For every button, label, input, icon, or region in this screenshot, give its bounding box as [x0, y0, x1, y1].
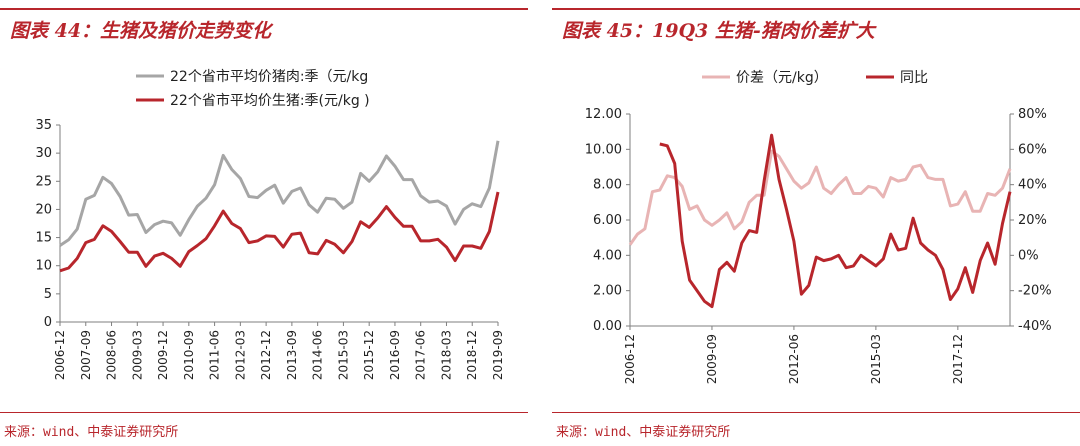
x-tick-label: 2007-09 — [79, 330, 93, 380]
chart-title: 图表 44：生猪及猪价走势变化 — [10, 20, 272, 42]
x-tick-label: 2017-06 — [414, 330, 428, 380]
x-tick-label: 2014-06 — [311, 330, 325, 380]
y-tick-label: 20 — [35, 202, 52, 217]
y-tick-label: 6.00 — [593, 213, 622, 228]
title-rule — [0, 8, 528, 10]
y-tick-label: 2.00 — [593, 284, 622, 299]
x-tick-label: 2016-09 — [388, 330, 402, 380]
y-tick-label: 5 — [44, 287, 52, 302]
dual-axis-chart-45: 0.00 2.00 4.00 6.00 8.00 10.00 12.00 -40% -20% 0%… — [585, 70, 1052, 384]
x-tick-label: 2019-09 — [491, 330, 505, 380]
y-tick-label: 25 — [35, 174, 52, 189]
x-tick-label: 2015-03 — [869, 334, 883, 384]
x-tick-label: 2015-12 — [362, 330, 376, 380]
source-note: 来源：wind、中泰证券研究所 — [4, 425, 179, 440]
y2-tick-label: 40% — [1018, 178, 1047, 193]
x-tick-label: 2013-09 — [285, 330, 299, 380]
x-tick-label: 2017-12 — [951, 334, 965, 384]
series-line-2 — [659, 133, 1012, 309]
x-tick-label: 2006-12 — [623, 334, 637, 384]
x-tick-label: 2009-12 — [156, 330, 170, 380]
y-tick-label: 35 — [35, 118, 52, 133]
legend-label-2: 同比 — [900, 70, 928, 86]
y-tick-label: 10.00 — [585, 142, 622, 157]
legend-label-1: 22个省市平均价猪肉:季（元/kg — [170, 68, 368, 85]
y2-tick-label: -20% — [1018, 284, 1052, 299]
x-tick-label: 2010-09 — [182, 330, 196, 380]
y-tick-label: 12.00 — [585, 107, 622, 122]
x-tick-label: 2009-09 — [705, 334, 719, 384]
series-line-1 — [628, 149, 1012, 246]
source-rule — [0, 412, 528, 413]
y-tick-label: 0.00 — [593, 319, 622, 334]
x-tick-label: 2012-12 — [259, 330, 273, 380]
y-tick-label: 0 — [44, 315, 52, 330]
chart-title: 图表 45：19Q3 生猪-猪肉价差扩大 — [562, 20, 875, 42]
legend-label-2: 22个省市平均价生猪:季(元/kg ) — [170, 92, 370, 109]
x-tick-label: 2015-03 — [336, 330, 350, 380]
y2-tick-label: -40% — [1018, 319, 1052, 334]
x-tick-label: 2012-06 — [787, 334, 801, 384]
y2-tick-label: 60% — [1018, 142, 1047, 157]
title-rule — [552, 8, 1080, 10]
source-note: 来源：wind、中泰证券研究所 — [556, 425, 731, 440]
source-rule — [552, 412, 1080, 413]
y-tick-label: 15 — [35, 231, 52, 246]
chart-panel-44: 图表 44：生猪及猪价走势变化 0 5 10 15 20 25 30 35 2006-12 200… — [0, 0, 528, 446]
series-line-1 — [59, 140, 500, 247]
x-tick-label: 2009-03 — [130, 330, 144, 380]
y2-tick-label: 20% — [1018, 213, 1047, 228]
legend-label-1: 价差（元/kg） — [736, 70, 828, 86]
chart-panel-45: 图表 45：19Q3 生猪-猪肉价差扩大 0.00 2.00 4.00 6.00 8.0… — [552, 0, 1080, 446]
x-tick-label: 2018-12 — [465, 330, 479, 380]
y2-tick-label: 80% — [1018, 107, 1047, 122]
line-chart-44: 0 5 10 15 20 25 30 35 2006-12 2007-09 2008-06 2009-… — [35, 68, 505, 380]
x-tick-label: 2006-12 — [53, 330, 67, 380]
x-tick-label: 2018-03 — [439, 330, 453, 380]
y-tick-label: 10 — [35, 259, 52, 274]
y-tick-label: 30 — [35, 146, 52, 161]
y2-tick-label: 0% — [1018, 248, 1039, 263]
y-tick-label: 4.00 — [593, 248, 622, 263]
x-tick-label: 2012-03 — [233, 330, 247, 380]
x-tick-label: 2011-06 — [208, 330, 222, 380]
x-tick-label: 2008-06 — [105, 330, 119, 380]
series-line-2 — [59, 191, 500, 273]
y-tick-label: 8.00 — [593, 178, 622, 193]
